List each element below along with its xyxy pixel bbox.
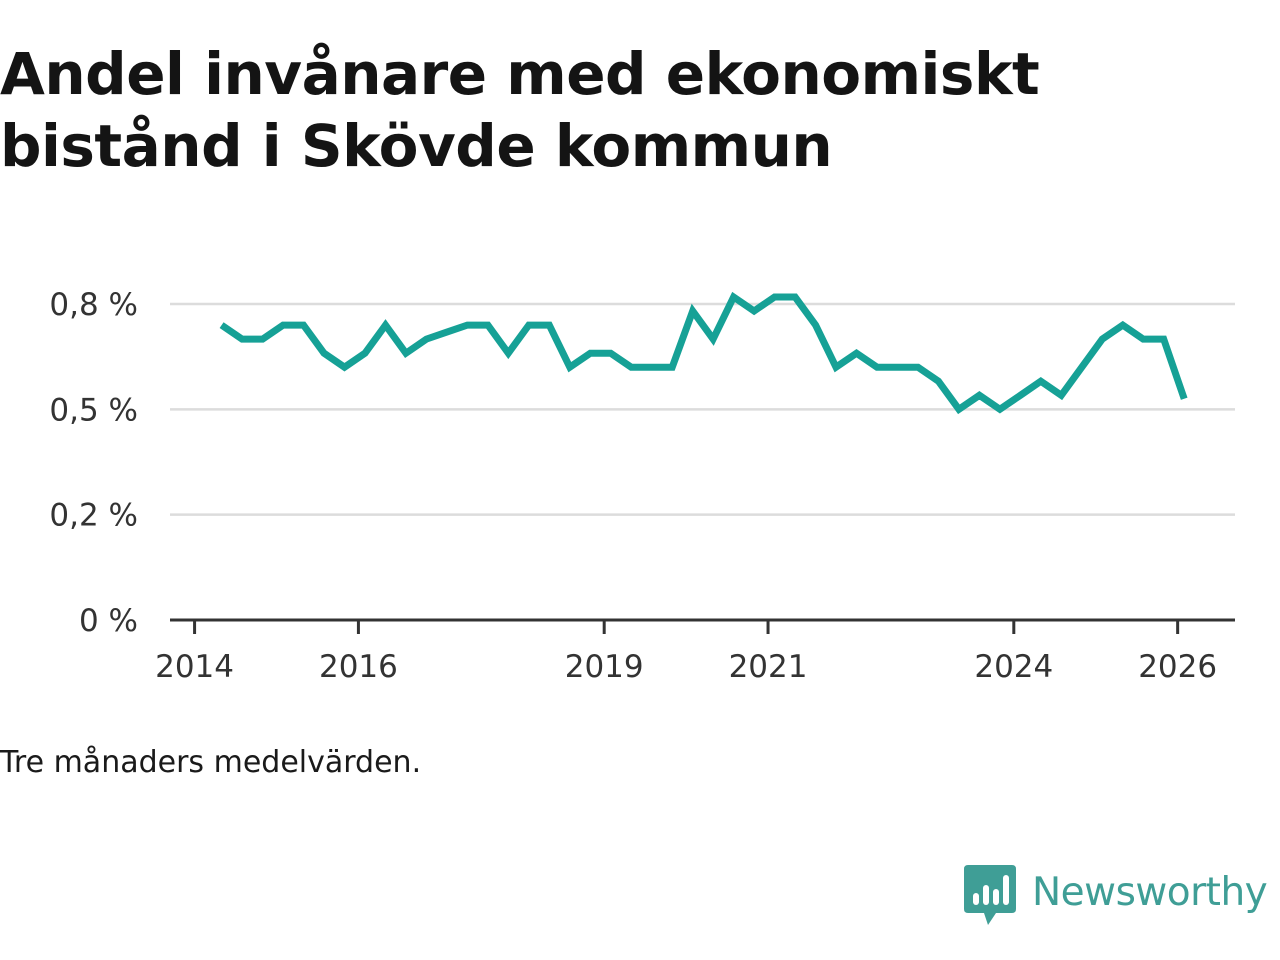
newsworthy-logo-icon [964, 865, 1016, 925]
x-tick-label: 2026 [1138, 649, 1217, 685]
series-layer [219, 291, 1188, 415]
series-line [219, 291, 1188, 415]
axes: 0 % 0,2 % 0,5 % 0,8 % 2014 2016 2019 2021 2024 20… [49, 287, 1235, 685]
x-tick-label: 2014 [155, 649, 234, 685]
gridlines [170, 302, 1235, 516]
y-tick-label: 0,8 % [49, 287, 138, 323]
y-tick-label: 0 % [79, 603, 138, 639]
y-tick-label: 0,5 % [49, 392, 138, 428]
x-tick-label: 2021 [729, 649, 808, 685]
y-tick-label: 0,2 % [49, 498, 138, 534]
footnote: Tre månaders medelvärden. [0, 745, 422, 780]
x-tick-label: 2024 [974, 649, 1053, 685]
brand-logo[interactable]: Newsworthy [964, 864, 1268, 928]
x-tick-label: 2016 [319, 649, 398, 685]
chart-title: Andel invånare med ekonomiskt bistånd i … [0, 40, 1040, 180]
x-tick-label: 2019 [565, 649, 644, 685]
brand-name: Newsworthy [1032, 869, 1268, 915]
